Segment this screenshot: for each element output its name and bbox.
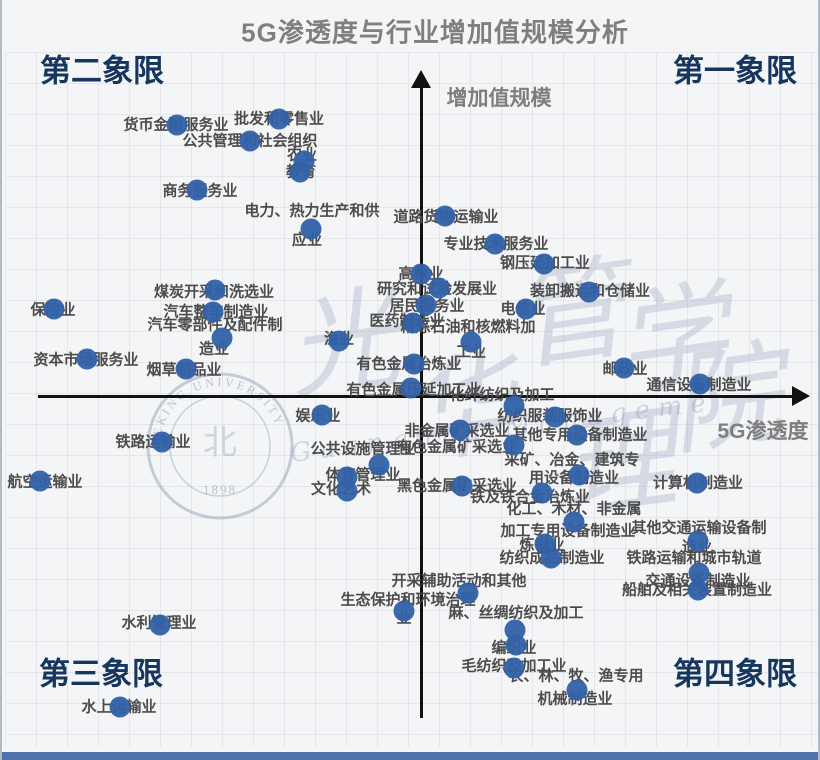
scatter-point bbox=[434, 205, 456, 227]
scatter-point bbox=[410, 263, 432, 285]
scatter-point bbox=[239, 130, 261, 152]
scatter-point bbox=[449, 419, 471, 441]
scatter-point bbox=[328, 330, 350, 352]
point-label: 铁路运输和城市轨道 bbox=[626, 549, 762, 567]
point-label: 开采辅助活动和其他 bbox=[391, 572, 527, 590]
scatter-point bbox=[403, 353, 425, 375]
quadrant-3-label: 第三象限 bbox=[39, 656, 163, 692]
point-label: 化纤纺织及加工 bbox=[449, 386, 555, 404]
scatter-point bbox=[428, 277, 450, 299]
scatter-point bbox=[533, 253, 555, 275]
scatter-point bbox=[368, 454, 390, 476]
quadrant-1-label: 第一象限 bbox=[673, 53, 797, 89]
scatter-point bbox=[268, 108, 290, 130]
scatter-point bbox=[544, 406, 566, 428]
grid-background bbox=[5, 52, 818, 747]
scatter-point bbox=[202, 301, 224, 323]
scatter-point bbox=[175, 358, 197, 380]
chart-title: 5G渗透度与行业增加值规模分析 bbox=[241, 17, 629, 48]
point-label: 生态保护和环境治理 bbox=[340, 591, 476, 609]
scatter-point bbox=[503, 434, 525, 456]
scatter-point bbox=[457, 582, 479, 604]
point-label: 电力、热力生产和供 bbox=[244, 202, 380, 220]
scatter-point bbox=[109, 696, 131, 718]
scatter-point bbox=[503, 657, 525, 679]
scatter-point bbox=[76, 348, 98, 370]
scatter-point bbox=[149, 614, 171, 636]
scatter-point bbox=[43, 298, 65, 320]
point-label: 公共设施管理业 bbox=[310, 440, 416, 458]
point-label: 化工、木材、非金属 bbox=[506, 500, 642, 518]
scatter-point bbox=[393, 600, 415, 622]
point-label: 有色金属矿采选业 bbox=[396, 438, 518, 456]
scatter-point bbox=[687, 530, 709, 552]
scatter-point bbox=[29, 470, 51, 492]
scatter-point bbox=[689, 373, 711, 395]
x-axis-arrow-icon bbox=[792, 386, 810, 406]
x-axis-label: 5G渗透度 bbox=[717, 420, 809, 443]
point-label: 采矿、冶金、建筑专 bbox=[504, 451, 640, 469]
scatter-point bbox=[311, 404, 333, 426]
point-label: 精炼石油和核燃料加 bbox=[400, 318, 536, 336]
quadrant-4-label: 第四象限 bbox=[673, 656, 797, 692]
quadrant-2-label: 第二象限 bbox=[40, 53, 164, 89]
scatter-point bbox=[531, 482, 553, 504]
scatter-point bbox=[186, 179, 208, 201]
scatter-point bbox=[578, 281, 600, 303]
scatter-point bbox=[402, 312, 424, 334]
point-label: 其他交通运输设备制 bbox=[631, 519, 767, 537]
scatter-point bbox=[566, 424, 588, 446]
scatter-point bbox=[688, 562, 710, 584]
scatter-point bbox=[204, 279, 226, 301]
scatter-point bbox=[566, 679, 588, 701]
scatter-point bbox=[484, 233, 506, 255]
y-axis-line bbox=[420, 86, 423, 718]
y-axis-label: 增加值规模 bbox=[446, 87, 552, 110]
scatter-point bbox=[460, 331, 482, 353]
scatter-point bbox=[300, 218, 322, 240]
y-axis-arrow-icon bbox=[411, 70, 431, 88]
point-label: 农、林、牧、渔专用 bbox=[508, 667, 644, 685]
scatter-point bbox=[515, 298, 537, 320]
scatter-point bbox=[415, 294, 437, 316]
scatter-point bbox=[451, 475, 473, 497]
point-label: 麻、丝绸纺织及加工 bbox=[448, 604, 584, 622]
scatter-point bbox=[336, 480, 358, 502]
scatter-point bbox=[400, 377, 422, 399]
scatter-point bbox=[563, 511, 585, 533]
scatter-point bbox=[505, 634, 527, 656]
scatter-point bbox=[687, 579, 709, 601]
scatter-point bbox=[211, 327, 233, 349]
scatter-point bbox=[503, 395, 525, 417]
scatter-point bbox=[613, 357, 635, 379]
point-label: 汽车零部件及配件制 bbox=[147, 316, 283, 334]
point-label: 铁及铁合金冶炼业 bbox=[469, 488, 591, 506]
scatter-point bbox=[540, 547, 562, 569]
scatter-point bbox=[686, 472, 708, 494]
scatter-point bbox=[568, 464, 590, 486]
scatter-point bbox=[289, 161, 311, 183]
scatter-point bbox=[166, 114, 188, 136]
bottom-accent-bar bbox=[2, 752, 818, 760]
scatter-point bbox=[151, 431, 173, 453]
